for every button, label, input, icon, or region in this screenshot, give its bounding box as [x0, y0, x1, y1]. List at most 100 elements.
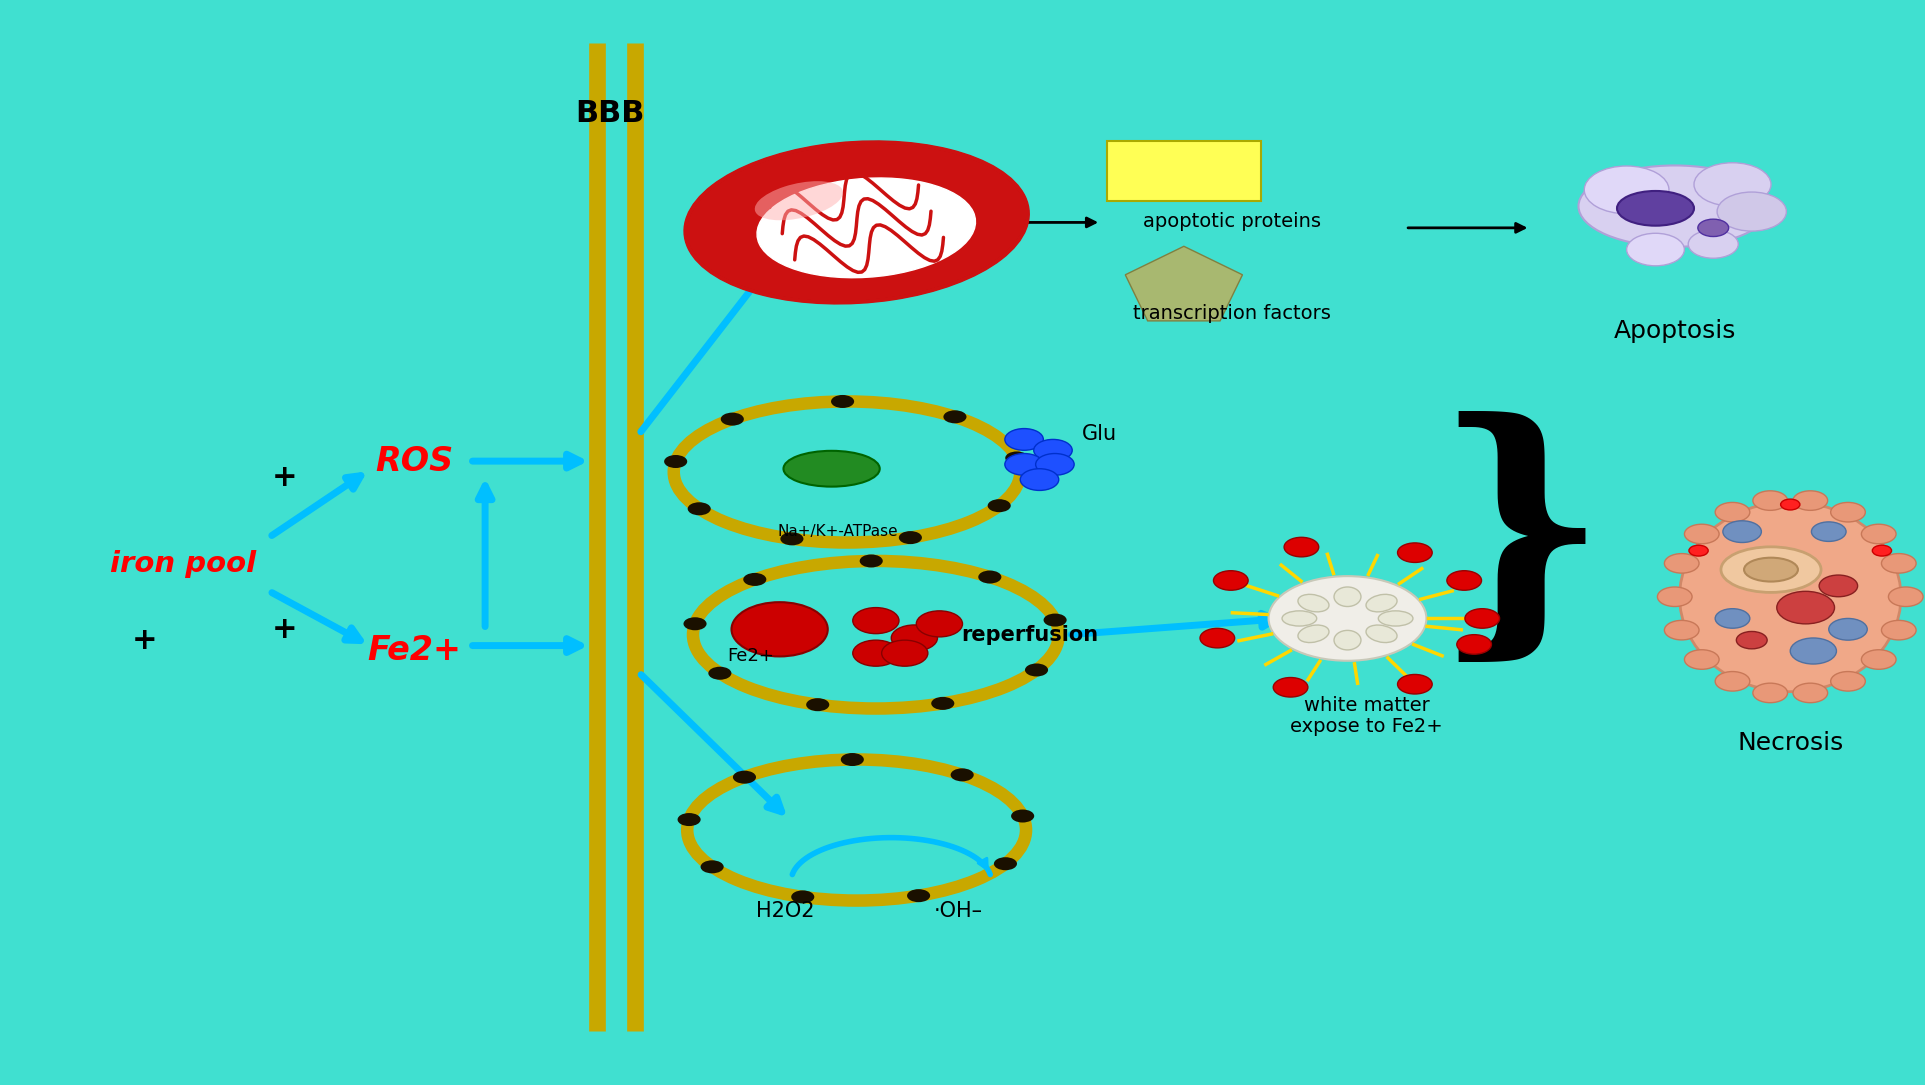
Circle shape [807, 698, 830, 711]
Circle shape [1829, 618, 1867, 640]
Circle shape [1043, 613, 1066, 626]
Circle shape [1873, 546, 1892, 556]
Circle shape [1036, 454, 1074, 475]
Circle shape [1811, 522, 1846, 541]
Circle shape [1272, 677, 1307, 697]
Circle shape [791, 891, 814, 904]
Ellipse shape [757, 178, 976, 278]
Circle shape [1754, 490, 1788, 510]
Ellipse shape [1334, 587, 1361, 607]
Circle shape [678, 813, 701, 826]
Ellipse shape [1578, 165, 1771, 246]
Text: Glu: Glu [1082, 424, 1116, 444]
Text: +: + [271, 615, 298, 643]
Ellipse shape [1617, 191, 1694, 226]
Circle shape [1684, 650, 1719, 669]
Ellipse shape [1269, 576, 1426, 661]
Circle shape [1736, 631, 1767, 649]
Circle shape [1284, 537, 1319, 557]
Circle shape [907, 889, 930, 902]
Text: apoptotic proteins: apoptotic proteins [1143, 212, 1321, 231]
Circle shape [1457, 635, 1492, 654]
Circle shape [853, 608, 899, 634]
Circle shape [1199, 628, 1234, 648]
Text: Fe2+: Fe2+ [728, 648, 774, 665]
Circle shape [1584, 166, 1669, 214]
Text: ·OH–: ·OH– [934, 902, 984, 921]
Circle shape [1005, 454, 1043, 475]
Circle shape [743, 573, 766, 586]
Circle shape [1688, 546, 1707, 556]
Circle shape [978, 571, 1001, 584]
Circle shape [1005, 429, 1043, 450]
Circle shape [1888, 587, 1923, 607]
Text: }: } [1434, 410, 1607, 675]
Circle shape [720, 412, 743, 425]
Text: Fe2+: Fe2+ [368, 635, 460, 667]
Circle shape [1777, 591, 1835, 624]
Circle shape [1398, 542, 1432, 562]
Circle shape [733, 770, 757, 783]
Circle shape [1694, 163, 1771, 206]
Circle shape [1213, 571, 1247, 590]
Ellipse shape [685, 142, 1028, 303]
Text: +: + [131, 626, 158, 654]
Circle shape [1781, 499, 1800, 510]
Circle shape [832, 395, 855, 408]
Circle shape [882, 640, 928, 666]
Circle shape [1881, 553, 1915, 573]
Circle shape [1754, 684, 1788, 703]
Text: reperfusion: reperfusion [961, 625, 1099, 644]
Circle shape [1465, 609, 1500, 628]
Circle shape [993, 857, 1016, 870]
Ellipse shape [1367, 625, 1398, 642]
Circle shape [780, 533, 803, 546]
Circle shape [1034, 439, 1072, 461]
Circle shape [1861, 650, 1896, 669]
Polygon shape [1126, 246, 1242, 321]
Text: H2O2: H2O2 [757, 902, 814, 921]
Ellipse shape [783, 451, 880, 486]
Circle shape [1831, 672, 1865, 691]
Text: iron pool: iron pool [110, 550, 256, 578]
Circle shape [1715, 502, 1750, 522]
Text: Necrosis: Necrosis [1736, 731, 1844, 755]
Circle shape [951, 768, 974, 781]
Ellipse shape [1367, 595, 1398, 612]
Circle shape [701, 860, 724, 873]
Circle shape [1861, 524, 1896, 544]
Circle shape [1819, 575, 1858, 597]
Circle shape [1657, 587, 1692, 607]
Ellipse shape [1378, 611, 1413, 626]
Circle shape [1020, 469, 1059, 490]
Circle shape [1792, 684, 1827, 703]
Text: ROS: ROS [375, 445, 452, 477]
Circle shape [891, 625, 937, 651]
Ellipse shape [1744, 558, 1798, 582]
Circle shape [1715, 672, 1750, 691]
Circle shape [1688, 230, 1738, 258]
Text: transcription factors: transcription factors [1134, 304, 1330, 323]
Circle shape [1665, 553, 1700, 573]
Circle shape [916, 611, 962, 637]
Text: +: + [271, 463, 298, 492]
Circle shape [1715, 609, 1750, 628]
Circle shape [708, 666, 732, 679]
Circle shape [1024, 663, 1047, 676]
Text: Apoptosis: Apoptosis [1613, 319, 1736, 343]
Ellipse shape [1297, 595, 1328, 612]
Circle shape [1684, 524, 1719, 544]
Circle shape [860, 554, 884, 567]
Circle shape [1011, 809, 1034, 822]
Circle shape [664, 455, 687, 468]
Circle shape [853, 640, 899, 666]
Circle shape [841, 753, 864, 766]
Circle shape [1698, 219, 1729, 237]
Circle shape [1790, 638, 1836, 664]
Text: white matter: white matter [1303, 695, 1430, 715]
FancyBboxPatch shape [1107, 141, 1261, 201]
Circle shape [1665, 621, 1700, 640]
Circle shape [1723, 521, 1761, 542]
Ellipse shape [755, 181, 843, 220]
Text: Na+/K+-ATPase: Na+/K+-ATPase [778, 524, 897, 539]
